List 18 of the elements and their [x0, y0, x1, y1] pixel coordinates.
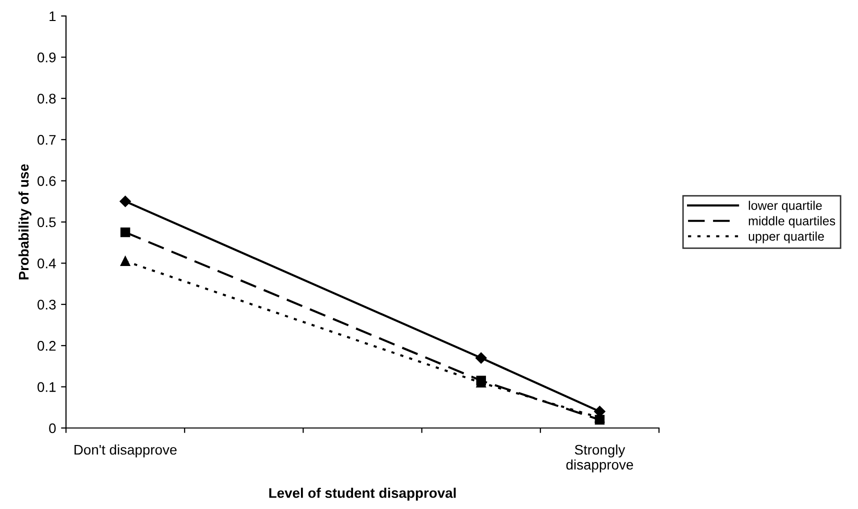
legend-label: lower quartile — [748, 200, 822, 212]
y-tick-label: 0.3 — [38, 300, 56, 310]
y-tick-label: 0.7 — [38, 134, 56, 145]
x-tick-label: Don't disapprove — [74, 444, 177, 458]
y-tick-label: 0.1 — [38, 382, 56, 392]
legend-label: upper quartile — [748, 232, 824, 244]
y-tick-label: 0.4 — [38, 258, 56, 268]
y-tick-label: 0.9 — [38, 52, 56, 62]
y-tick-label: 1 — [50, 11, 56, 22]
y-tick-label: 0.8 — [38, 94, 56, 104]
y-axis-title: Probability of use — [18, 164, 32, 280]
y-tick-label: 0.5 — [38, 217, 56, 228]
legend-label: middle quartiles — [748, 216, 836, 228]
x-axis-title: Level of student disapproval — [269, 488, 456, 501]
y-tick-label: 0 — [49, 423, 56, 434]
y-tick-label: 0.2 — [38, 340, 56, 351]
x-tick-label: Strongly disapprove — [566, 444, 634, 472]
y-tick-label: 0.6 — [38, 176, 56, 186]
